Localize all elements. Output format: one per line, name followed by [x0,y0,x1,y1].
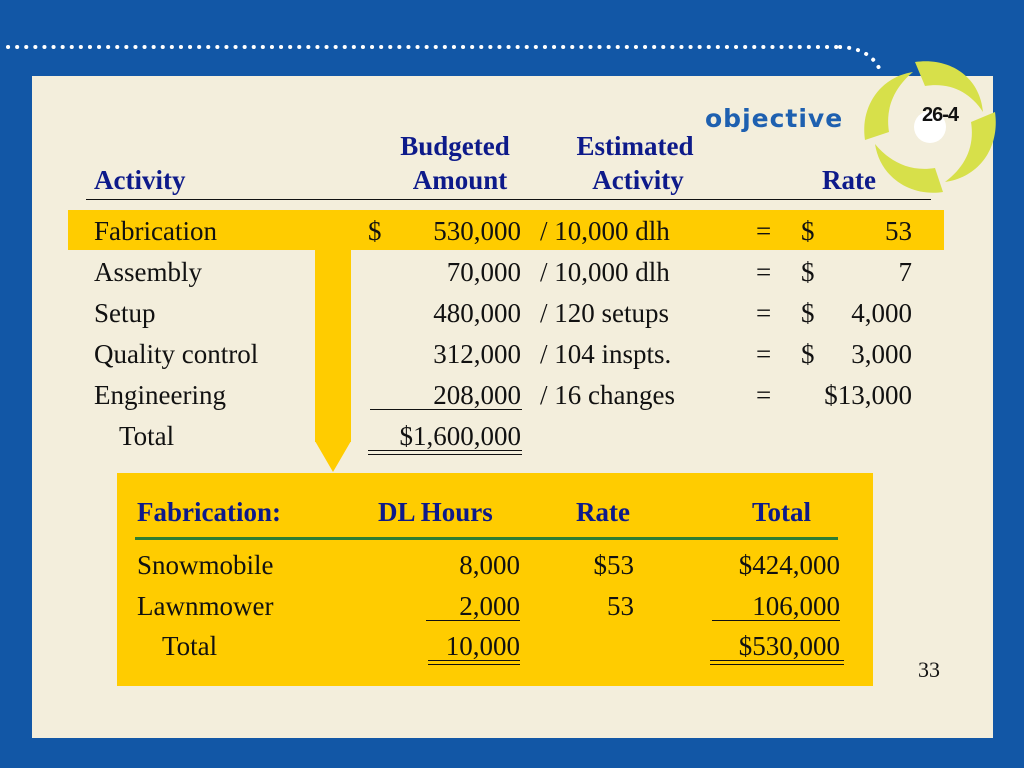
row-amount: 312,000 [433,339,521,369]
header-rate: Rate [822,165,876,195]
amount-subtotal-rule [370,409,522,410]
fab-hours-subtotal-rule [426,620,520,621]
fab-total-hours: 10,000 [445,631,520,661]
row-dollar: $ [368,216,382,246]
swirl-logo-icon [864,61,996,193]
row-rate-dollar: $ [801,257,815,287]
row-amount: 530,000 [433,216,521,246]
fabrication-row-highlight [68,210,944,250]
row-estimate: / 104 inspts. [540,339,672,369]
fab-row-rate: $53 [593,550,635,580]
fab-total-amount: $530,000 [738,631,840,661]
row-estimate: / 10,000 dlh [540,257,670,287]
header-underline [86,199,931,200]
row-activity: Assembly [94,257,202,287]
row-rate: 4,000 [851,298,912,328]
row-rate: $13,000 [824,380,912,410]
row-estimate: / 120 setups [540,298,670,328]
fab-row-hours: 2,000 [459,591,520,621]
row-estimate: / 16 changes [540,380,675,410]
header-activity: Activity [94,165,186,195]
row-equals: = [756,257,772,287]
row-amount: 70,000 [446,257,521,287]
header-budgeted-line2: Amount [412,165,508,195]
objective-label: objective [705,104,844,133]
header-estimated-line2: Activity [592,165,684,195]
objective-number: 26-4 [922,104,959,126]
row-equals: = [756,216,772,246]
fab-row-product: Lawnmower [137,591,274,621]
row-rate-dollar: $ [801,298,815,328]
row-rate: 53 [885,216,912,246]
fab-row-rate: 53 [607,591,634,621]
fab-total-label: Total [162,631,218,661]
fab-header-dl-hours: DL Hours [378,497,493,527]
total-label: Total [119,421,175,451]
row-equals: = [756,380,772,410]
fab-row-hours: 8,000 [459,550,520,580]
row-rate: 3,000 [851,339,912,369]
fab-row-product: Snowmobile [137,550,274,580]
callout-connector [315,250,351,442]
row-rate: 7 [898,257,913,287]
page-number: 33 [918,657,940,682]
fab-row-total: $424,000 [738,550,840,580]
row-activity: Engineering [94,380,226,410]
row-rate-dollar: $ [801,339,815,369]
row-activity: Quality control [94,339,259,369]
row-rate-dollar: $ [801,216,815,246]
fabrication-breakdown-box [117,473,873,686]
fab-header-rate: Rate [576,497,630,527]
total-amount: $1,600,000 [399,421,522,451]
fab-header-title: Fabrication: [137,497,281,527]
fab-header-divider [135,537,838,540]
header-budgeted-line1: Budgeted [400,131,510,161]
callout-arrow-icon [315,441,351,472]
row-amount: 208,000 [433,380,521,410]
dotted-border-decoration [6,45,882,72]
row-estimate: / 10,000 dlh [540,216,670,246]
header-estimated-line1: Estimated [576,131,694,161]
row-amount: 480,000 [433,298,521,328]
total-double-underline [368,450,522,455]
fab-total-subtotal-rule [712,620,840,621]
fab-row-total: 106,000 [752,591,840,621]
row-equals: = [756,339,772,369]
row-activity: Fabrication [94,216,217,246]
fab-total-double-underline [710,660,844,665]
row-equals: = [756,298,772,328]
row-activity: Setup [94,298,156,328]
fab-hours-double-underline [428,660,520,665]
fab-header-total: Total [752,497,812,527]
